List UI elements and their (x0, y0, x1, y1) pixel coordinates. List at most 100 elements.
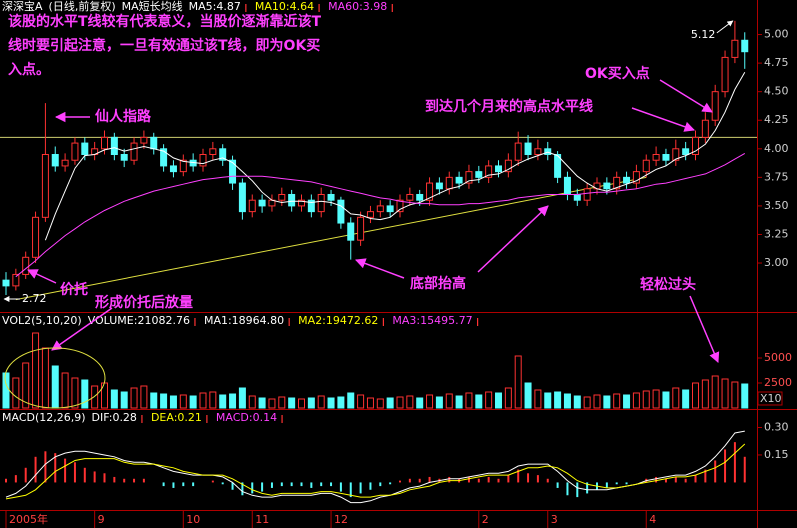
volume-bar (475, 394, 483, 409)
panel-subtitle: (日线,前复权) (49, 0, 116, 13)
volume-bar (396, 396, 404, 409)
candle-body (701, 119, 709, 138)
candle-body (623, 176, 631, 184)
x-tick-label: 3 (551, 513, 558, 526)
candle-body (583, 188, 591, 201)
unit-label: X10 (760, 392, 782, 405)
volume-bar (81, 379, 89, 409)
legend-entry: MA3:15495.77 (392, 314, 472, 327)
annotation-arrow (659, 79, 713, 113)
annotation: 到达几个月来的高点水平线 (425, 98, 593, 115)
volume-bar (71, 377, 79, 409)
volume-bar (711, 375, 719, 409)
candle-body (22, 256, 30, 275)
legend-entry: MA2:19472.62 (298, 314, 378, 327)
candle-body (613, 176, 621, 190)
legend-entry: MA1:18964.80 (204, 314, 284, 327)
candle-body (682, 148, 690, 156)
candle-body (298, 199, 305, 207)
candle-body (603, 182, 611, 190)
volume-bar (337, 396, 345, 409)
volume-bar (51, 365, 59, 409)
volume-bar (662, 391, 670, 409)
candle-body (573, 193, 581, 201)
y-tick-label: 3.25 (764, 227, 789, 240)
volume-bar (741, 383, 749, 409)
volume-bar (692, 382, 699, 409)
volume-bar (435, 396, 443, 409)
volume-bar (731, 381, 739, 409)
annotation: 价托 (60, 281, 88, 298)
volume-bar (534, 389, 542, 409)
candle-body (495, 165, 502, 173)
volume-bar (32, 332, 40, 409)
candle-body (160, 148, 168, 167)
annotation-note: 入点。 (8, 61, 50, 78)
annotation: 形成价托后放量 (95, 294, 193, 311)
candle-body (12, 273, 20, 287)
candle-body (504, 159, 512, 173)
candle-body (455, 176, 463, 184)
panel-subtitle: MA短长均线 (122, 0, 183, 13)
candle-body (376, 205, 384, 213)
volume-bar (583, 396, 591, 409)
volume-bar (465, 392, 473, 409)
unit-box (757, 391, 783, 406)
y-tick-label: 3.75 (764, 170, 789, 183)
candle-body (219, 148, 227, 161)
high-pointer (716, 20, 734, 34)
volume-bar (199, 392, 207, 409)
candle-body (475, 171, 483, 178)
candle-body (544, 148, 552, 156)
candle-body (81, 142, 89, 156)
legend-entry: MA10:4.64 (255, 0, 314, 13)
volume-bar (238, 387, 246, 409)
volume-bar (495, 392, 502, 409)
candle-body (692, 136, 699, 156)
volume-bar (366, 397, 374, 409)
candle-body (32, 216, 40, 258)
volume-bar (357, 394, 365, 409)
volume-bar (632, 392, 640, 409)
volume-bar (544, 392, 552, 409)
candle-body (652, 154, 660, 161)
candle-body (248, 199, 256, 213)
candle-body (140, 136, 148, 144)
candle-body (71, 142, 79, 161)
volume-bar (386, 397, 394, 409)
y-tick-label: 4.50 (764, 85, 789, 98)
candle-body (2, 279, 10, 287)
candle-body (347, 222, 355, 241)
candle-body (534, 148, 542, 156)
annotation-arrow (51, 307, 113, 351)
volume-bar (593, 394, 601, 409)
candle-body (41, 154, 49, 218)
annotation-arrow (689, 295, 720, 363)
x-tick-label: 11 (255, 513, 269, 526)
volume-bar (258, 397, 266, 409)
candle-body (465, 171, 473, 184)
volume-bar (613, 393, 621, 409)
candle-body (51, 154, 59, 167)
volume-bar (229, 393, 237, 409)
volume-bar (219, 394, 227, 409)
annotation: 底部抬高 (410, 275, 466, 292)
volume-bar (278, 396, 286, 409)
y-tick-label: 4.75 (764, 56, 789, 69)
volume-bar (672, 387, 680, 409)
volume-bar (22, 362, 30, 409)
legend-entry: MA5:4.87 (189, 0, 241, 13)
volume-bar (268, 398, 276, 409)
annotation-arrow (631, 107, 695, 132)
annotation-arrow (477, 205, 549, 273)
volume-bar (298, 398, 305, 409)
candle-body (357, 216, 365, 241)
candle-body (337, 199, 345, 224)
candle-body (229, 159, 237, 184)
x-tick-label: 2 (482, 513, 489, 526)
y-tick-label: 5.00 (764, 28, 789, 41)
trend-line (15, 176, 647, 301)
volume-bar (573, 395, 581, 409)
volume-bar (150, 392, 158, 409)
